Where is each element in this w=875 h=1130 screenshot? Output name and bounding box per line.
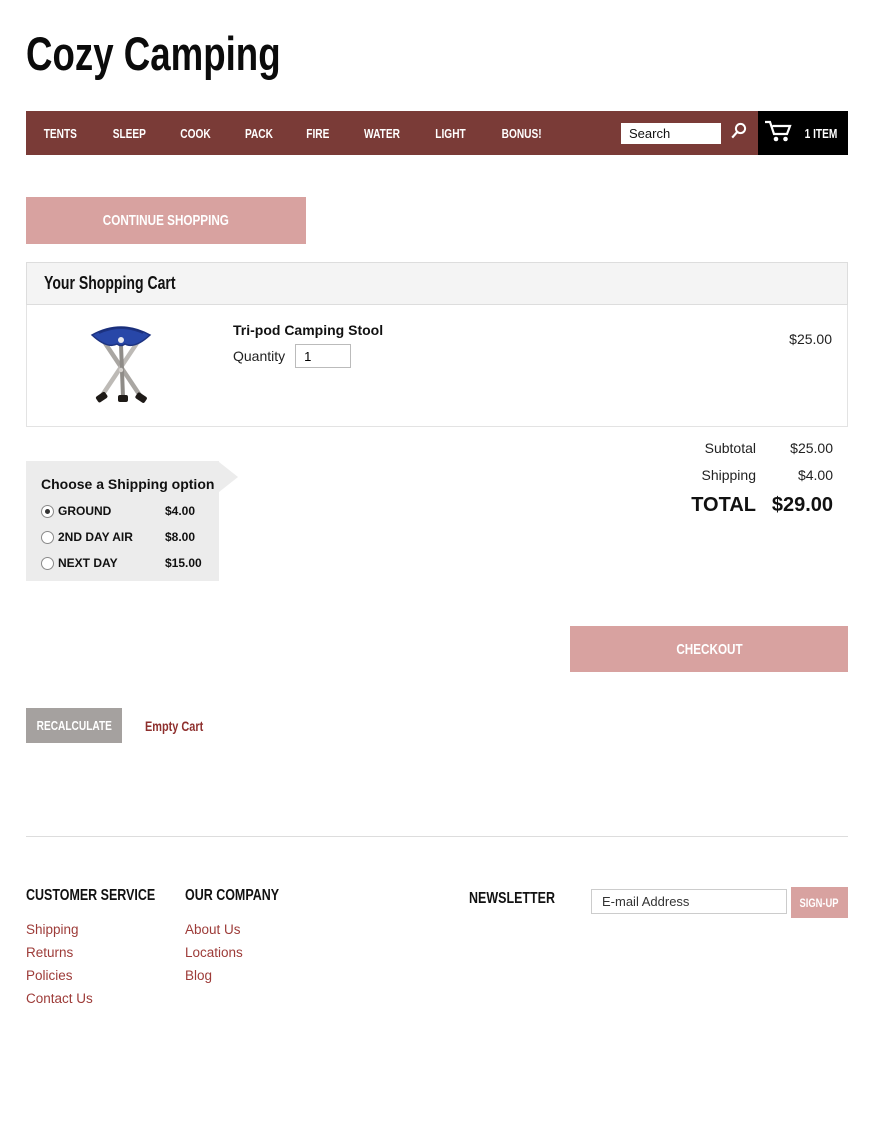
subtotal-value: $25.00 [790, 440, 833, 456]
cart-actions-row: RECALCULATE Empty Cart [26, 708, 848, 743]
nav-item-label: TENTS [43, 125, 77, 141]
cart-item-details: Tri-pod Camping Stool Quantity [233, 313, 383, 426]
footer-heading-label: CUSTOMER SERVICE [26, 887, 156, 904]
nav-item-water[interactable]: WATER [358, 126, 406, 141]
cart-count-label: 1 ITEM [804, 125, 838, 141]
footer-newsletter: NEWSLETTER SIGN-UP [469, 887, 848, 918]
newsletter-email-input[interactable] [591, 889, 787, 914]
footer-link-blog[interactable]: Blog [185, 968, 213, 983]
footer-our-company: OUR COMPANY About Us Locations Blog [185, 887, 310, 983]
continue-shopping-button[interactable]: CONTINUE SHOPPING [26, 197, 306, 244]
radio-button[interactable] [41, 530, 54, 544]
continue-shopping-label: CONTINUE SHOPPING [102, 212, 230, 229]
footer-link-locations[interactable]: Locations [185, 945, 243, 960]
order-summary: Subtotal $25.00 Shipping $4.00 TOTAL $29… [26, 427, 848, 517]
cart-title: Your Shopping Cart [44, 273, 176, 293]
footer-link-contact-us[interactable]: Contact Us [26, 991, 93, 1006]
nav-item-label: SLEEP [112, 125, 146, 141]
shipping-option-price: $15.00 [165, 556, 202, 570]
shipping-label: Shipping [701, 467, 757, 483]
shipping-value: $4.00 [797, 467, 833, 483]
subtotal-row: Subtotal $25.00 [26, 440, 833, 456]
footer-heading-our-company: OUR COMPANY [185, 887, 310, 905]
cart-item-row: Tri-pod Camping Stool Quantity $25.00 [26, 305, 848, 427]
page: Cozy Camping TENTS SLEEP COOK PACK FIRE … [26, 30, 848, 1006]
nav-item-sleep[interactable]: SLEEP [107, 126, 152, 141]
nav-item-bonus[interactable]: BONUS! [495, 126, 548, 141]
site-logo[interactable]: Cozy Camping [26, 30, 848, 77]
panel-arrow [219, 462, 238, 492]
quantity-label: Quantity [233, 348, 286, 364]
nav-item-label: WATER [363, 125, 400, 141]
search-icon [729, 122, 748, 144]
newsletter-heading: NEWSLETTER [469, 890, 579, 908]
checkout-label: CHECKOUT [675, 640, 743, 658]
shipping-row: Shipping $4.00 [26, 467, 834, 483]
cart-icon [764, 119, 793, 148]
newsletter-signup-button[interactable]: SIGN-UP [791, 887, 848, 918]
radio-button[interactable] [41, 556, 54, 570]
nav-item-label: FIRE [306, 125, 330, 141]
radio-button[interactable] [41, 504, 54, 518]
search-button[interactable] [726, 121, 750, 145]
footer: CUSTOMER SERVICE Shipping Returns Polici… [26, 837, 848, 1006]
shipping-option-label: GROUND [58, 504, 112, 518]
empty-cart-label: Empty Cart [145, 717, 204, 734]
shipping-option-label: NEXT DAY [58, 556, 118, 570]
nav-item-label: BONUS! [501, 125, 542, 141]
shipping-option-ground[interactable]: GROUND $4.00 [41, 504, 219, 518]
product-name[interactable]: Tri-pod Camping Stool [233, 322, 384, 338]
nav-item-label: LIGHT [435, 125, 466, 141]
shipping-option-label: 2ND DAY AIR [58, 530, 133, 544]
recalculate-button[interactable]: RECALCULATE [26, 708, 122, 743]
site-logo-text: Cozy Camping [26, 27, 281, 80]
nav-item-fire[interactable]: FIRE [302, 126, 334, 141]
nav-item-tents[interactable]: TENTS [38, 126, 83, 141]
shopping-cart-section: Your Shopping Cart [26, 262, 848, 427]
nav-item-pack[interactable]: PACK [240, 126, 278, 141]
empty-cart-link[interactable]: Empty Cart [145, 718, 220, 734]
recalculate-label: RECALCULATE [36, 718, 112, 733]
quantity-input[interactable] [295, 344, 352, 368]
checkout-button[interactable]: CHECKOUT [570, 626, 848, 672]
footer-customer-service: CUSTOMER SERVICE Shipping Returns Polici… [26, 887, 185, 1006]
subtotal-label: Subtotal [704, 440, 756, 456]
footer-link-policies[interactable]: Policies [26, 968, 73, 983]
nav-item-cook[interactable]: COOK [175, 126, 216, 141]
cart-header: Your Shopping Cart [26, 262, 848, 305]
total-row: TOTAL $29.00 [26, 494, 833, 517]
product-image[interactable] [85, 313, 157, 426]
shipping-option-next-day[interactable]: NEXT DAY $15.00 [41, 556, 219, 570]
footer-link-returns[interactable]: Returns [26, 945, 74, 960]
footer-link-about-us[interactable]: About Us [185, 922, 241, 937]
quantity-row: Quantity [233, 344, 383, 368]
footer-divider [26, 836, 848, 837]
main-nav: TENTS SLEEP COOK PACK FIRE WATER LIGHT B… [26, 111, 848, 155]
newsletter-heading-label: NEWSLETTER [468, 890, 555, 907]
signup-label: SIGN-UP [799, 895, 839, 910]
cart-summary-area: Subtotal $25.00 Shipping $4.00 TOTAL $29… [26, 427, 848, 626]
total-label: TOTAL [691, 494, 756, 516]
shipping-option-price: $4.00 [165, 504, 196, 518]
nav-item-light[interactable]: LIGHT [430, 126, 471, 141]
nav-item-label: COOK [180, 125, 211, 141]
nav-item-label: PACK [245, 125, 274, 141]
footer-heading-customer-service: CUSTOMER SERVICE [26, 887, 185, 905]
shipping-options-panel: Choose a Shipping option GROUND $4.00 2N… [26, 461, 238, 581]
shipping-option-price: $8.00 [165, 530, 196, 544]
mini-cart-button[interactable]: 1 ITEM [758, 111, 848, 155]
footer-heading-label: OUR COMPANY [185, 887, 280, 904]
shipping-option-2nd-day-air[interactable]: 2ND DAY AIR $8.00 [41, 530, 219, 544]
shipping-options-title: Choose a Shipping option [41, 476, 215, 492]
search-input[interactable] [621, 122, 721, 144]
item-price: $25.00 [789, 331, 832, 347]
footer-link-shipping[interactable]: Shipping [26, 922, 79, 937]
total-value: $29.00 [771, 494, 833, 516]
